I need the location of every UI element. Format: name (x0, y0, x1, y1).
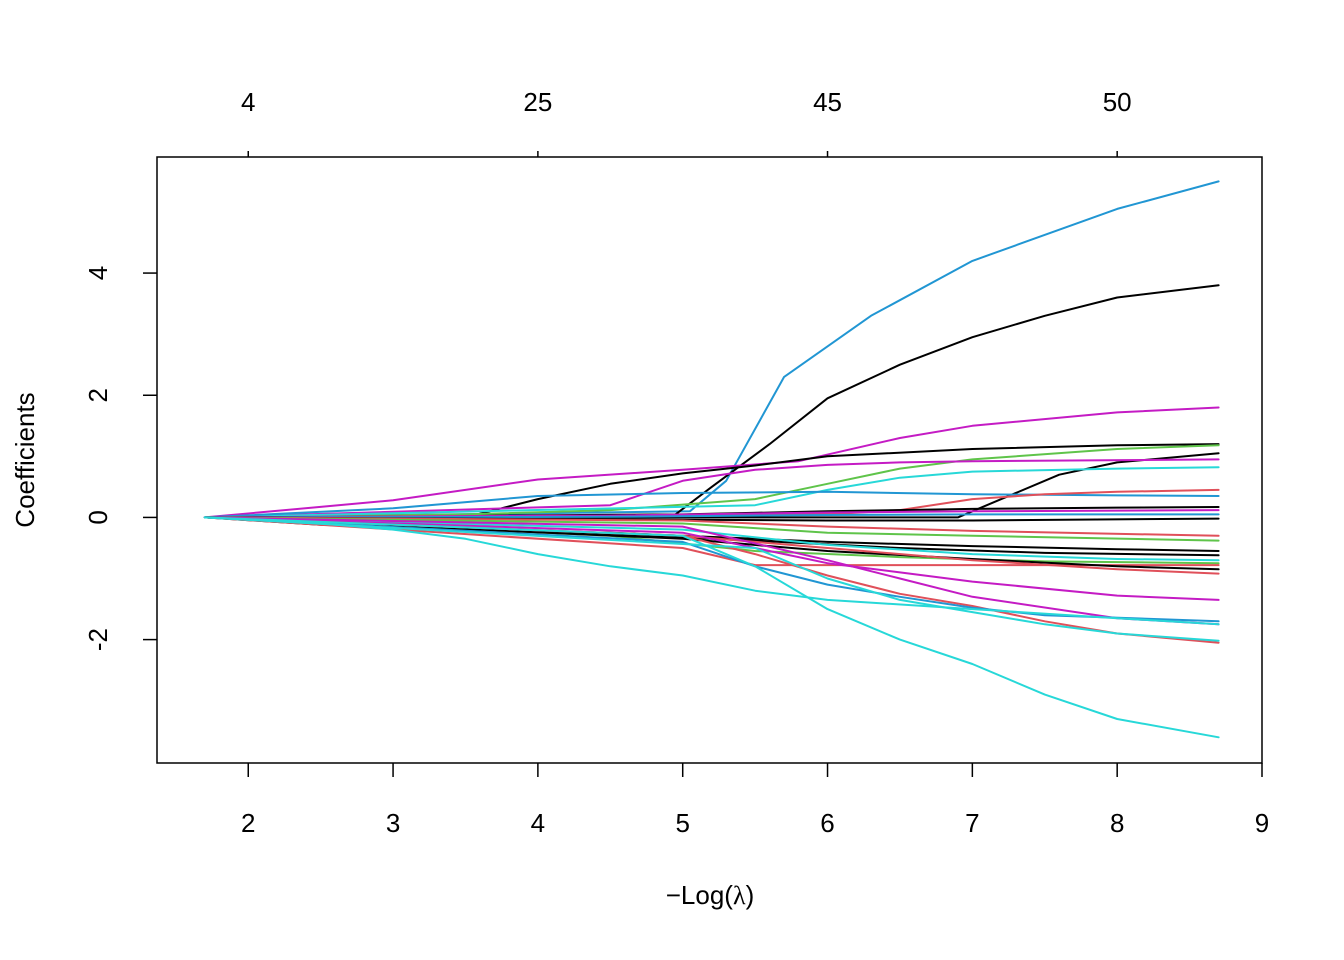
series-line-5 (203, 444, 1220, 519)
y-tick-label: 0 (83, 510, 113, 524)
x-tick-label: 6 (820, 808, 834, 838)
series-lines (203, 180, 1220, 739)
top-tick-label: 4 (241, 87, 255, 117)
top-tick-label: 45 (813, 87, 842, 117)
series-line-29 (203, 516, 1220, 626)
series-line-6 (203, 452, 1220, 519)
x-tick-label: 4 (531, 808, 545, 838)
series-line-3 (203, 406, 1220, 519)
y-tick-label: 4 (83, 266, 113, 280)
series-line-13 (203, 513, 1220, 519)
series-line-30 (203, 516, 1220, 739)
top-tick-label: 25 (523, 87, 552, 117)
series-line-21 (203, 516, 1220, 567)
series-line-7 (203, 458, 1220, 519)
series-line-8 (203, 466, 1220, 519)
top-tick-label: 50 (1103, 87, 1132, 117)
x-axis-title-close: ) (746, 880, 755, 910)
y-tick-label: -2 (83, 628, 113, 651)
series-line-24 (203, 516, 1220, 601)
x-axis-title-main: Log( (681, 880, 733, 910)
y-axis-title: Coefficients (10, 392, 40, 527)
x-axis-title-prefix: − (666, 880, 681, 910)
x-tick-label: 3 (386, 808, 400, 838)
series-line-19 (203, 516, 1220, 562)
x-tick-label: 9 (1255, 808, 1269, 838)
series-line-27 (203, 516, 1220, 623)
series-line-9 (203, 490, 1220, 519)
series-line-16 (203, 516, 1220, 542)
x-axis-title: −Log(λ) (666, 880, 755, 910)
x-tick-label: 2 (241, 808, 255, 838)
series-line-28 (203, 516, 1220, 642)
series-line-2 (203, 284, 1220, 519)
x-tick-label: 5 (675, 808, 689, 838)
left-axis: -2 0 2 4 (83, 266, 157, 651)
y-tick-label: 2 (83, 388, 113, 402)
x-axis-title-symbol: λ (733, 881, 746, 910)
x-tick-label: 8 (1110, 808, 1124, 838)
series-line-15 (203, 516, 1220, 537)
x-tick-label: 7 (965, 808, 979, 838)
plot-frame (156, 156, 1263, 764)
top-axis: 4 25 45 50 (241, 87, 1132, 157)
bottom-axis: 2 3 4 5 6 7 8 9 (241, 763, 1269, 838)
